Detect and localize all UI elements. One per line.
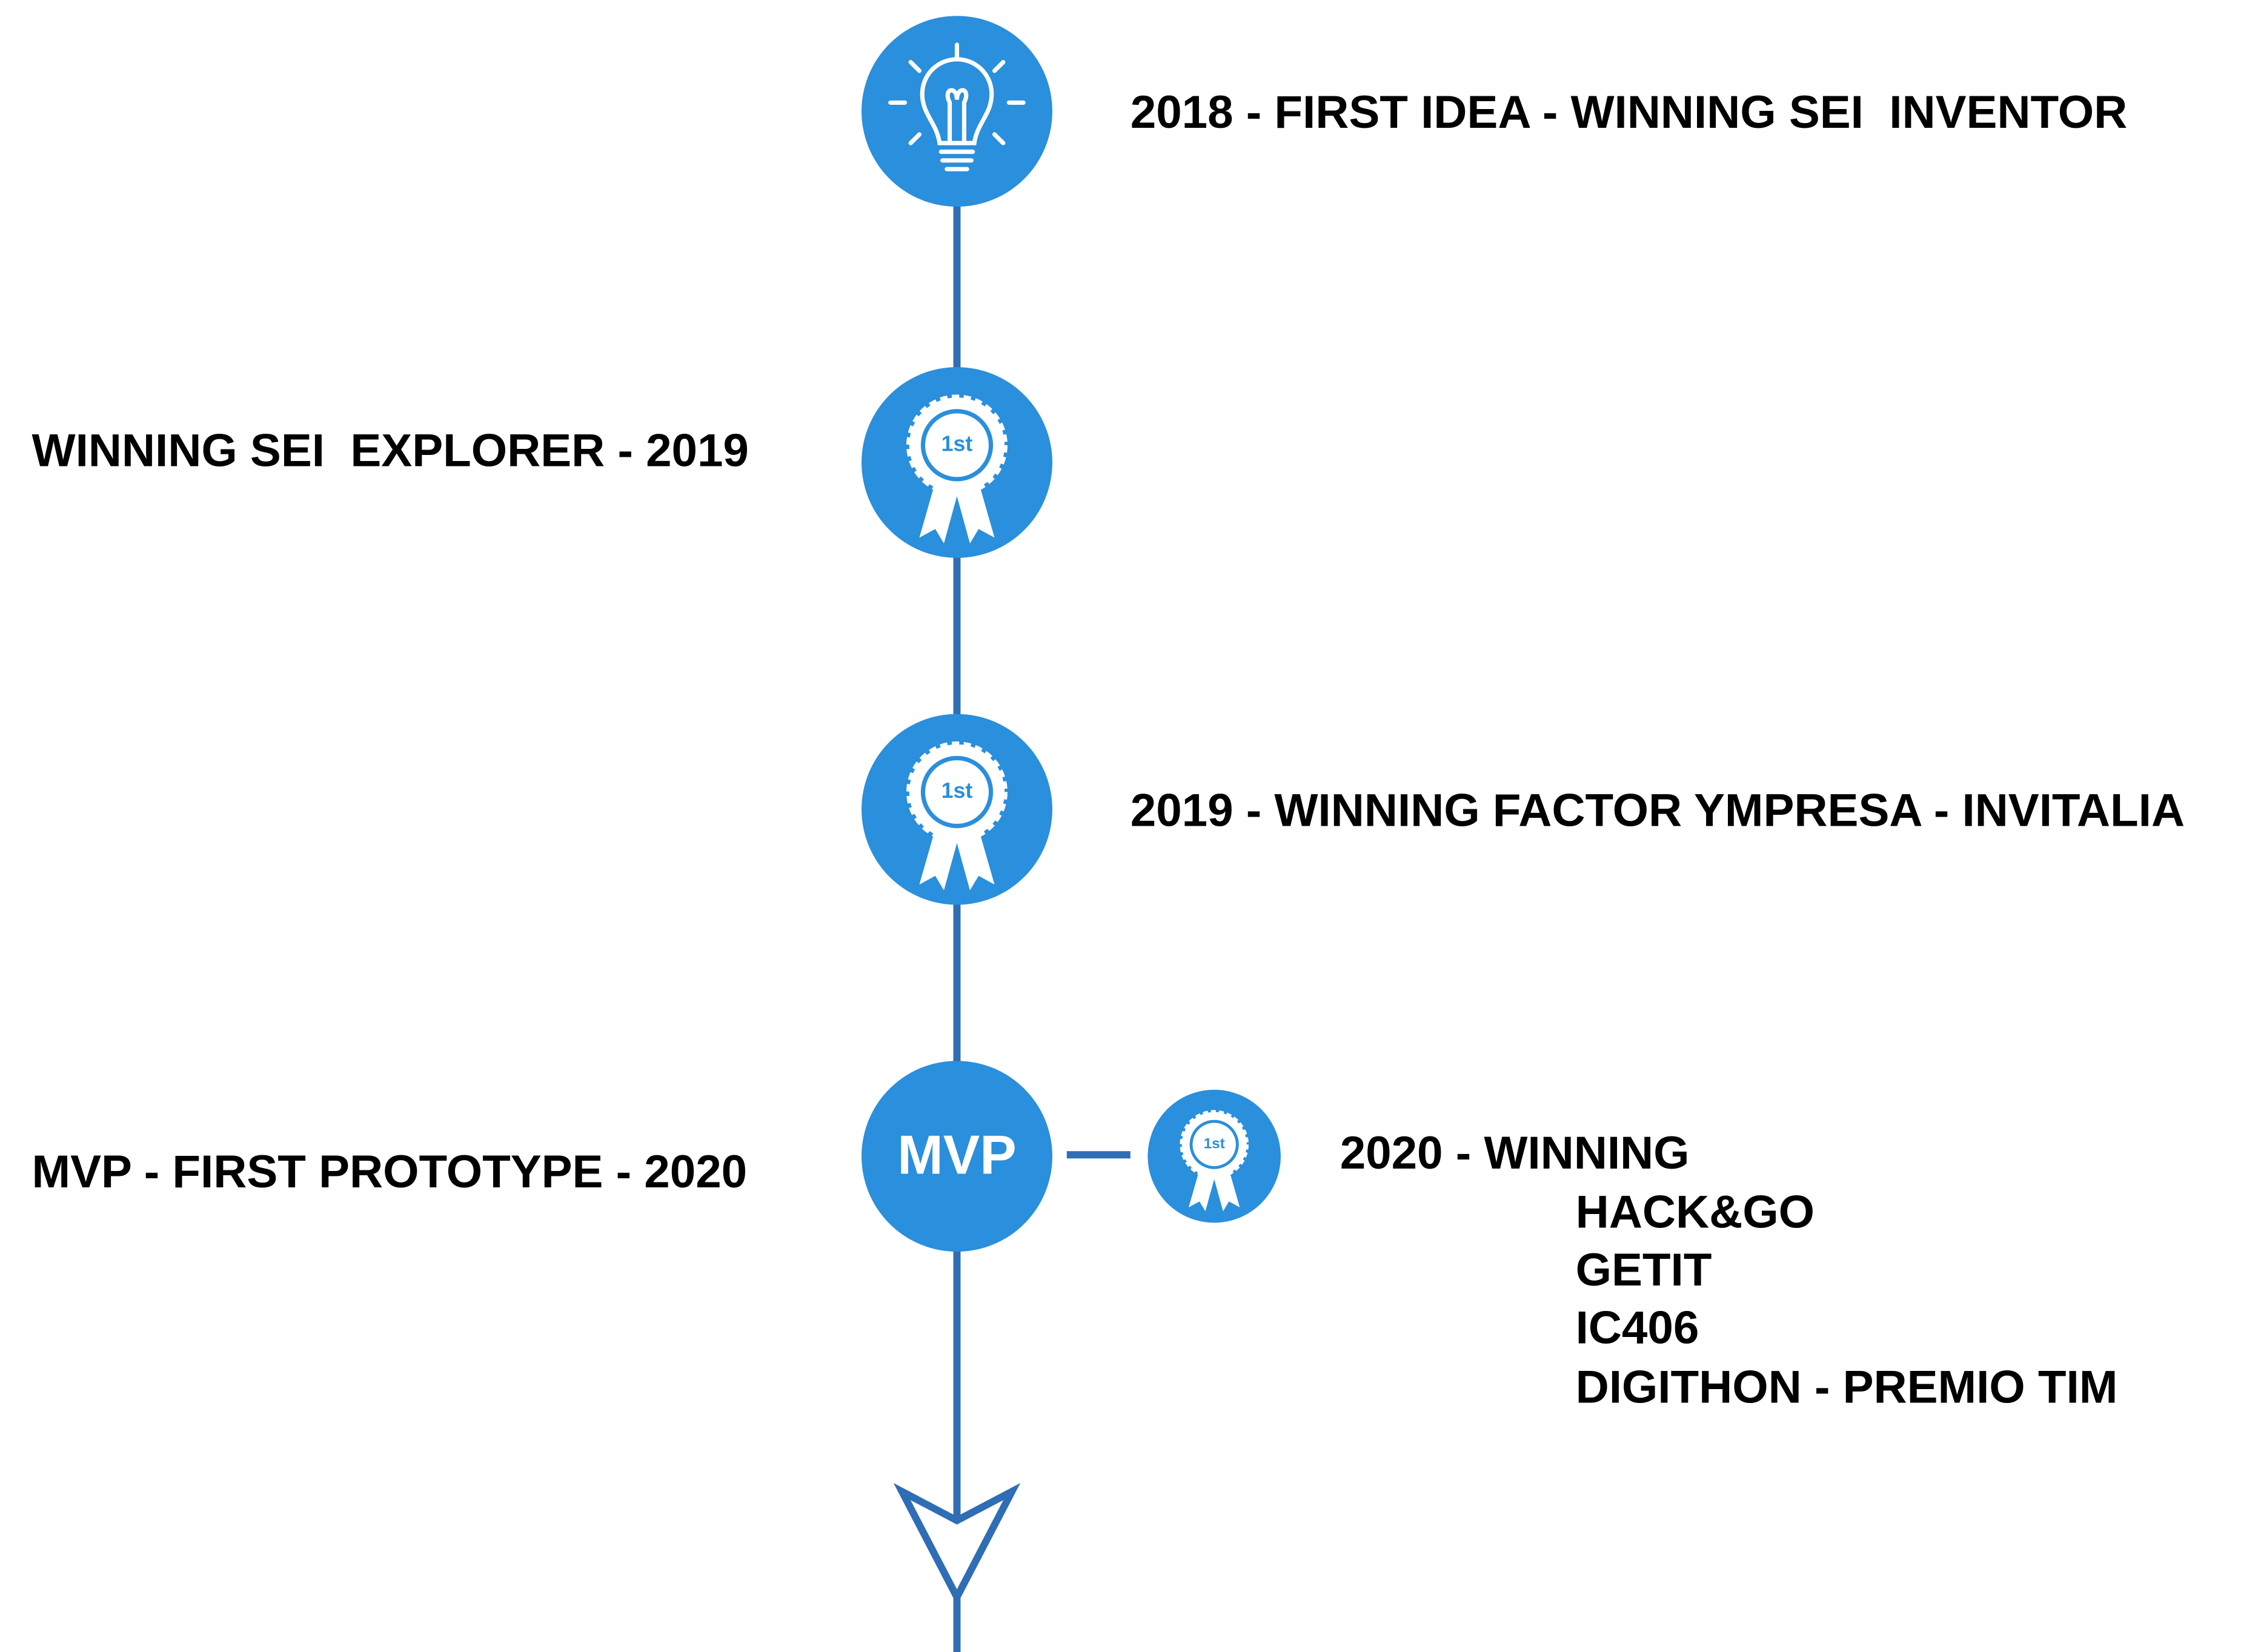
side-item: HACK&GO	[1576, 1187, 1815, 1238]
badge-text: 1st	[1204, 1136, 1225, 1152]
side-item: IC406	[1576, 1302, 1699, 1354]
milestone-icon: MVP	[862, 1061, 1052, 1252]
badge-text: 1st	[942, 778, 973, 803]
milestone-label: 2018 - FIRST IDEA - WINNING SEI INVENTOR	[1131, 87, 2128, 138]
milestone-icon: 1st	[862, 367, 1052, 558]
milestone-label: MVP - FIRST PROTOTYPE - 2020	[32, 1146, 748, 1198]
side-item: DIGITHON - PREMIO TIM	[1576, 1361, 2118, 1413]
badge-text: 1st	[942, 431, 973, 456]
badge-text: MVP	[897, 1124, 1016, 1186]
side-item: GETIT	[1576, 1244, 1712, 1296]
milestone-icon	[862, 16, 1052, 207]
milestone-icon: 1st	[862, 714, 1052, 905]
milestone-label: WINNING SEI EXPLORER - 2019	[32, 425, 749, 476]
side-title: 2020 - WINNING	[1340, 1127, 1690, 1179]
milestone-label: 2019 - WINNING FACTOR YMPRESA - INVITALI…	[1131, 785, 2185, 836]
side-icon: 1st	[1147, 1089, 1281, 1223]
timeline-arrow	[893, 1483, 1021, 1605]
